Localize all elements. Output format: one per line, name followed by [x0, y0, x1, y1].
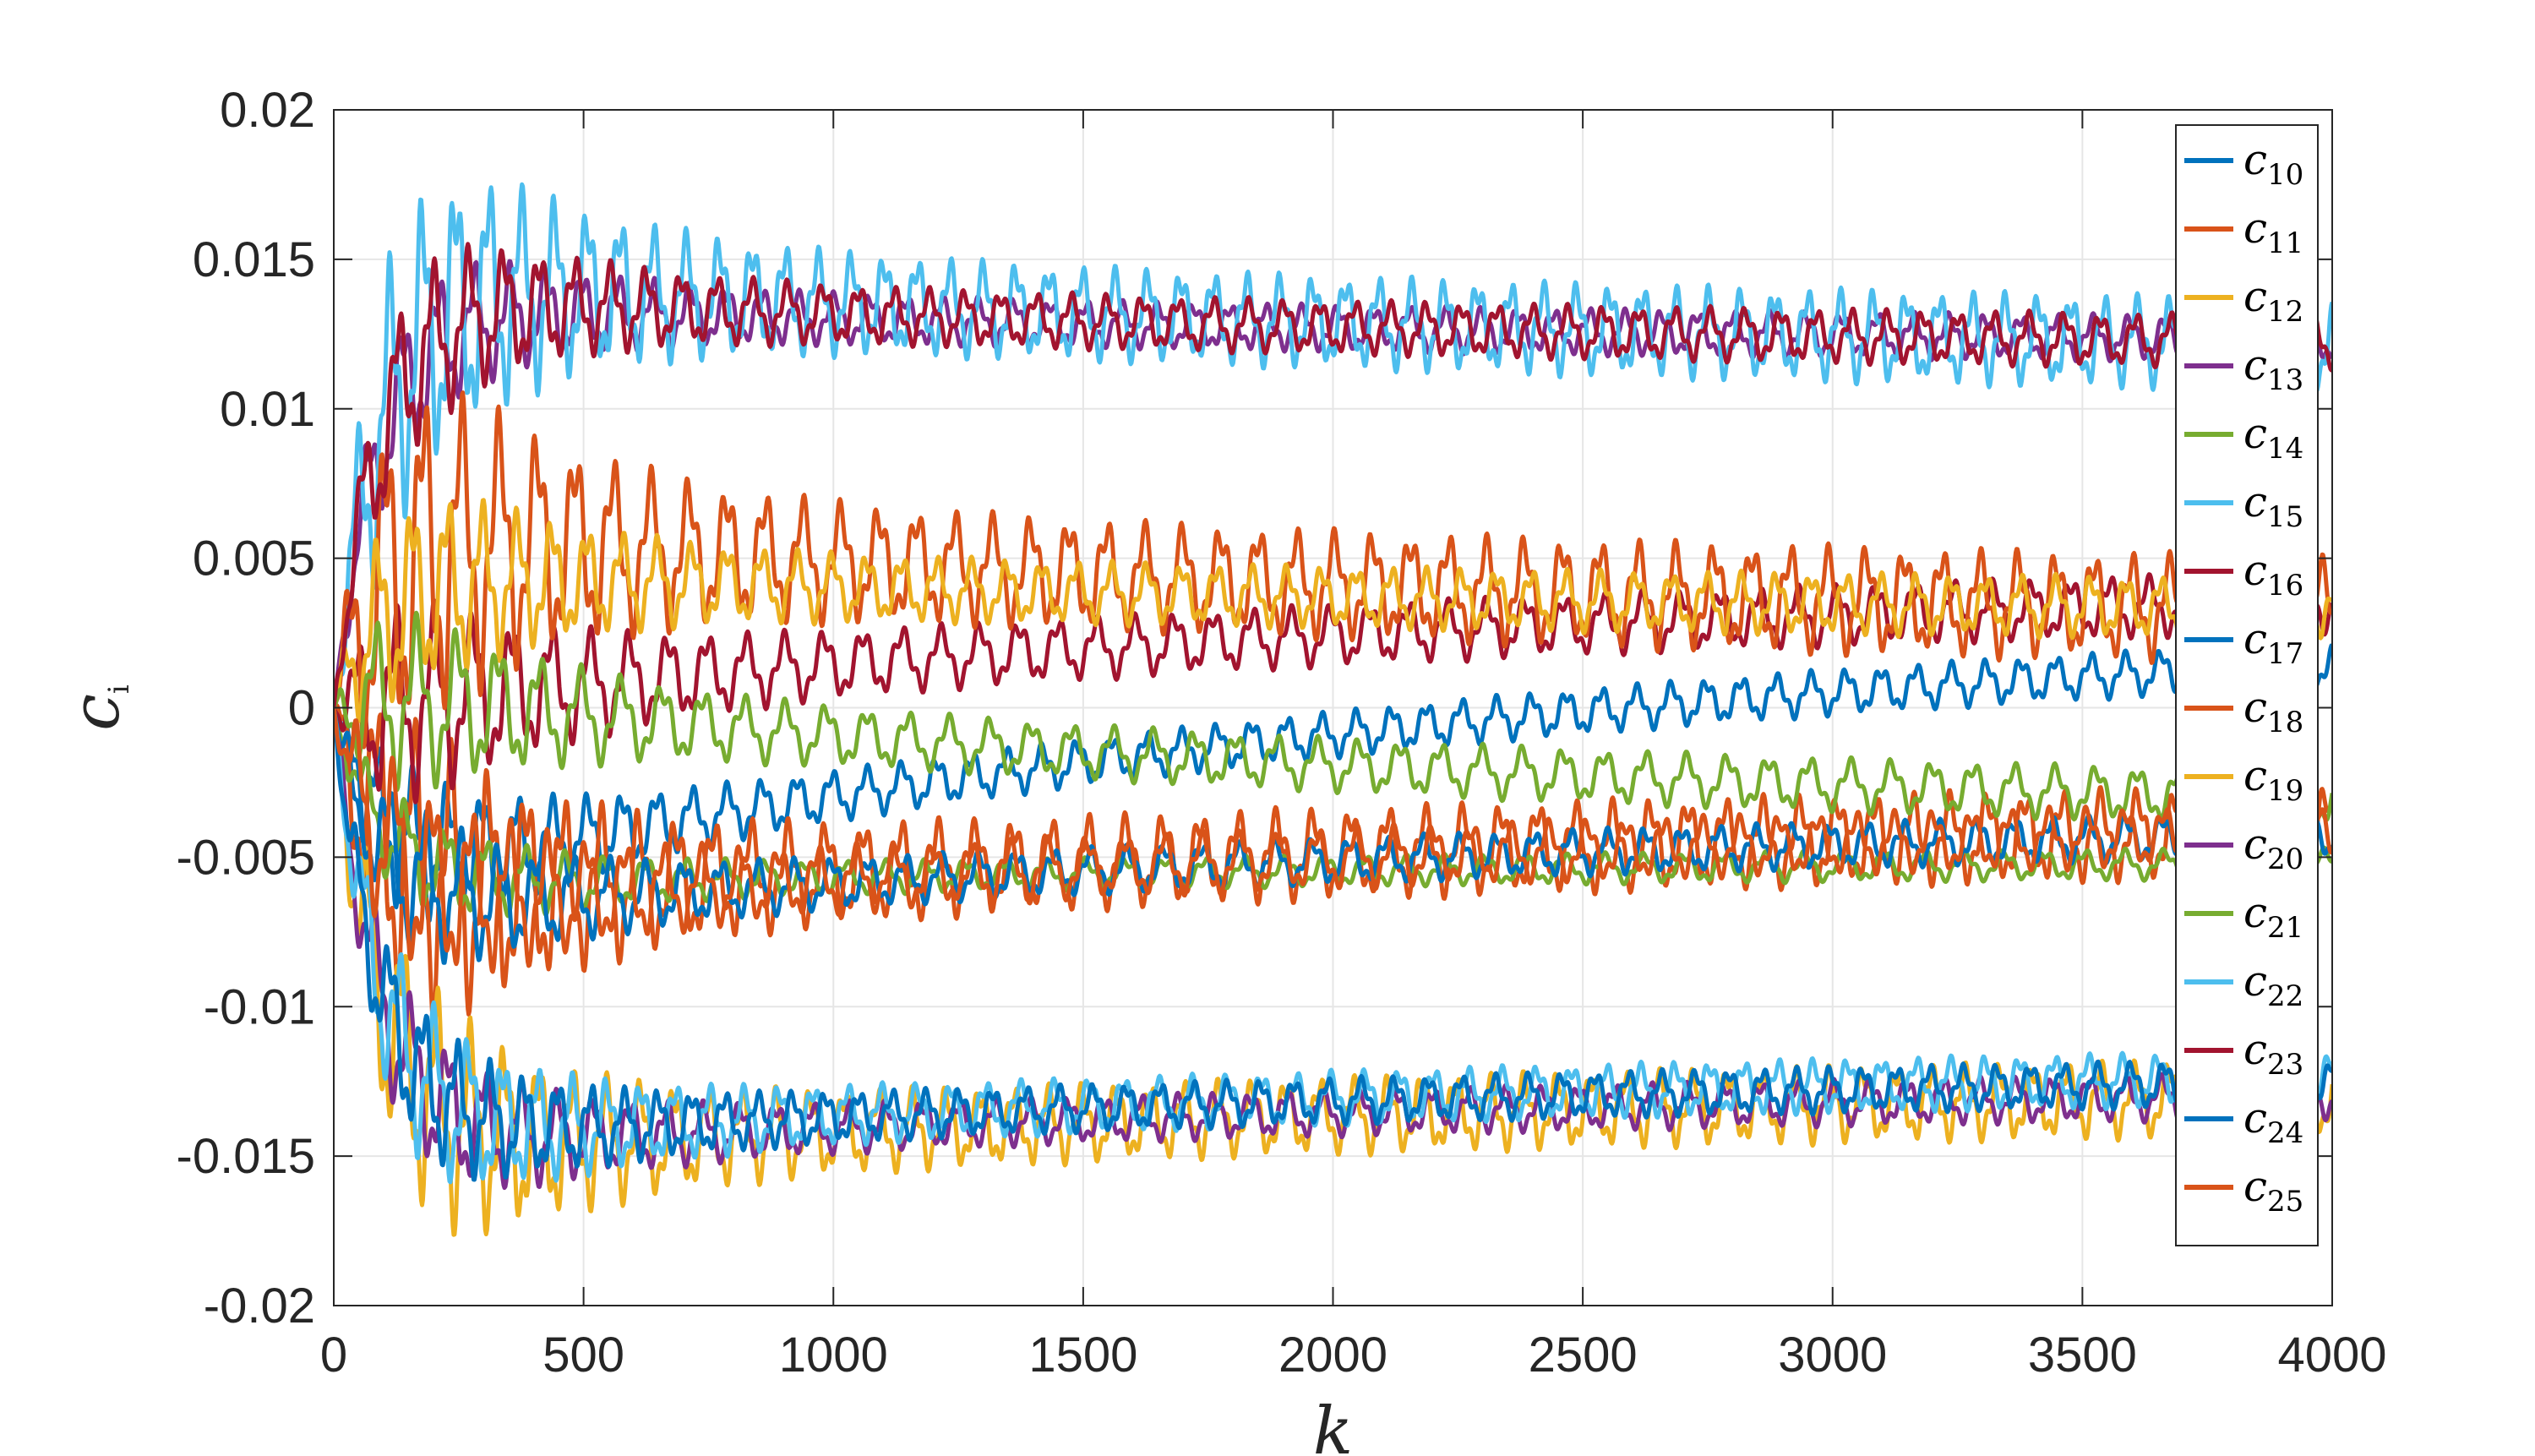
x-tick-labels: 0 500 1000 1500 2000 2500 3000 3500 4000	[320, 1328, 2387, 1382]
legend-entry-name: c	[2243, 614, 2267, 663]
y-tick-labels: -0.02 -0.015 -0.01 -0.005 0 0.005 0.01 0.015 0.0…	[177, 83, 315, 1333]
y-axis-title: ci	[58, 684, 136, 731]
legend-entry-name: c	[2243, 204, 2267, 253]
legend-entry-name: c	[2243, 751, 2267, 800]
legend-entry-sub: 20	[2267, 843, 2303, 876]
x-tick-label: 1500	[1028, 1328, 1137, 1382]
legend-entry-name: c	[2243, 409, 2267, 458]
series-line-c10	[334, 641, 2332, 924]
legend-entry-sub: 19	[2267, 774, 2303, 808]
legend-entry-name: c	[2243, 135, 2267, 184]
legend-entry-name: c	[2243, 820, 2267, 869]
series-line-c18	[334, 390, 2332, 750]
y-tick-label: -0.02	[204, 1279, 315, 1333]
legend-entry-sub: 15	[2267, 500, 2303, 534]
legend-entry: c10	[2243, 135, 2303, 192]
axis-ticks	[333, 109, 2333, 1306]
legend-entry-name: c	[2243, 272, 2267, 321]
y-tick-label: 0.01	[220, 382, 315, 437]
y-tick-label: -0.015	[177, 1129, 315, 1184]
legend-entry-sub: 13	[2267, 363, 2303, 397]
y-axis-title-sub: i	[102, 684, 136, 694]
legend-entry-sub: 25	[2267, 1185, 2303, 1219]
legend-entry-name: c	[2243, 957, 2267, 1006]
series-line-c24	[334, 707, 2332, 1182]
legend-entry: c19	[2243, 751, 2303, 808]
y-tick-label: 0.015	[193, 232, 315, 287]
series-line-c19	[334, 498, 2332, 723]
legend-entry: c15	[2243, 477, 2303, 534]
legend-entry: c12	[2243, 272, 2303, 329]
x-axis-title: k	[1313, 1393, 1353, 1456]
x-tick-label: 2500	[1529, 1328, 1638, 1382]
series-line-c21	[334, 610, 2332, 826]
y-tick-label: 0.005	[193, 532, 315, 586]
legend-entry: c11	[2243, 204, 2303, 260]
legend-entry-sub: 16	[2267, 569, 2303, 603]
legend-entry: c16	[2243, 546, 2303, 603]
x-tick-label: 2000	[1278, 1328, 1387, 1382]
legend-entry-name: c	[2243, 341, 2267, 390]
legend-entry: c14	[2243, 409, 2303, 466]
x-tick-label: 0	[320, 1328, 347, 1382]
y-axis-title-main: c	[58, 694, 134, 731]
legend-box	[2175, 124, 2319, 1246]
legend-entry-name: c	[2243, 1162, 2267, 1211]
y-tick-label: -0.01	[204, 979, 315, 1034]
legend-entry-name: c	[2243, 477, 2267, 526]
series-line-c25	[334, 707, 2332, 974]
series-line-c23	[334, 242, 2332, 708]
y-tick-label: 0	[288, 681, 315, 736]
legend-entry-sub: 10	[2267, 158, 2303, 192]
legend-entry: c22	[2243, 957, 2303, 1013]
legend-entry: c24	[2243, 1093, 2303, 1150]
legend-entry: c20	[2243, 820, 2303, 876]
series-layer	[334, 182, 2332, 1237]
legend-entry-sub: 17	[2267, 637, 2303, 671]
legend-entry-sub: 12	[2267, 295, 2303, 329]
legend-entry: c21	[2243, 888, 2303, 945]
legend-entry-sub: 21	[2267, 911, 2303, 945]
legend-entry: c18	[2243, 683, 2303, 739]
legend-entry-sub: 18	[2267, 706, 2303, 739]
x-tick-label: 3500	[2028, 1328, 2137, 1382]
legend-entry-name: c	[2243, 683, 2267, 732]
legend-entry-sub: 24	[2267, 1116, 2303, 1150]
legend-entry-name: c	[2243, 888, 2267, 937]
legend-entry-name: c	[2243, 1025, 2267, 1074]
x-tick-label: 4000	[2277, 1328, 2386, 1382]
legend-entry-name: c	[2243, 1093, 2267, 1142]
x-tick-label: 3000	[1778, 1328, 1887, 1382]
legend-entry-sub: 22	[2267, 979, 2303, 1013]
x-tick-label: 500	[542, 1328, 624, 1382]
legend-entry-sub: 23	[2267, 1048, 2303, 1082]
x-tick-label: 1000	[779, 1328, 888, 1382]
legend-entry-name: c	[2243, 546, 2267, 595]
y-tick-label: 0.02	[220, 83, 315, 138]
legend-entry: c17	[2243, 614, 2303, 671]
legend-entry-sub: 14	[2267, 432, 2303, 466]
legend-entry-sub: 11	[2267, 226, 2303, 260]
legend-entry: c13	[2243, 341, 2303, 397]
y-tick-label: -0.005	[177, 830, 315, 885]
legend: c10c11c12c13c14c15c16c17c18c19c20c21c22c…	[2175, 124, 2319, 1246]
legend-entry: c25	[2243, 1162, 2303, 1219]
legend-entry: c23	[2243, 1025, 2303, 1082]
